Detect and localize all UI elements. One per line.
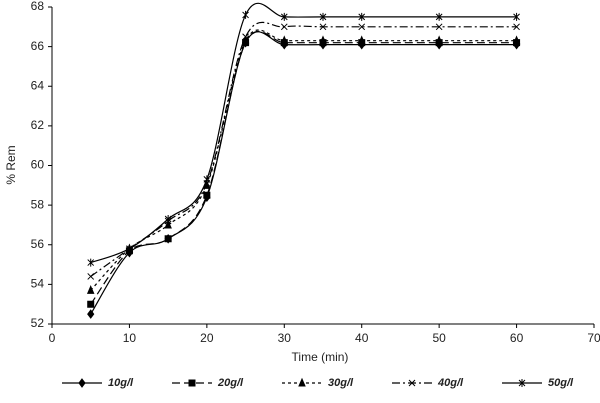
x-tick-label: 50 [432,331,446,345]
marker [203,175,211,184]
marker [86,285,95,294]
series-line [90,21,517,277]
marker [164,235,172,243]
legend-label: 30g/l [328,377,354,389]
x-tick-label: 60 [510,331,524,345]
y-tick-label: 56 [31,237,45,251]
marker [280,35,289,45]
marker [78,378,86,388]
marker [319,12,327,21]
legend-label: 50g/l [548,377,574,389]
marker [319,23,327,31]
legend-label: 20g/l [217,377,244,389]
marker [408,379,416,387]
x-tick-label: 30 [278,331,292,345]
y-tick-label: 52 [31,316,45,330]
marker [435,35,443,45]
series-line [90,30,517,305]
marker [512,35,521,45]
marker [298,377,306,387]
x-tick-label: 40 [355,331,369,345]
marker [164,214,172,223]
y-tick-label: 66 [31,39,45,53]
marker [513,12,520,21]
marker [280,12,288,21]
x-tick-label: 20 [200,331,214,345]
marker [435,23,443,31]
marker [203,191,211,199]
y-tick-label: 60 [31,158,45,172]
marker [435,12,443,21]
marker [357,35,366,45]
y-tick-label: 58 [31,197,45,211]
x-tick-label: 70 [587,331,600,345]
marker [280,23,288,31]
x-tick-label: 10 [123,331,137,345]
marker [319,35,327,45]
y-tick-label: 68 [31,0,45,13]
legend-label: 10g/l [108,377,134,389]
y-axis-label: % Rem [4,145,18,184]
marker [87,258,95,267]
marker [188,379,196,387]
legend-label: 40g/l [437,377,464,389]
marker [358,23,366,31]
series-line [90,31,517,315]
marker [87,300,95,308]
marker [518,379,526,387]
marker [513,23,520,31]
y-tick-label: 64 [31,78,45,92]
legend: 10g/l 20g/l 30g/l 40g/l 50g/l [62,377,574,389]
marker [87,309,95,319]
marker [126,244,133,253]
series-line [90,29,517,291]
marker [242,33,249,41]
x-axis-label: Time (min) [292,350,349,364]
x-tick-label: 0 [49,331,56,345]
marker [358,12,366,21]
y-tick-label: 54 [31,277,45,291]
marker [87,273,95,280]
marker [241,35,250,45]
y-tick-label: 62 [31,118,45,132]
marker [242,10,249,19]
marker [164,219,172,229]
series-line [90,2,517,264]
